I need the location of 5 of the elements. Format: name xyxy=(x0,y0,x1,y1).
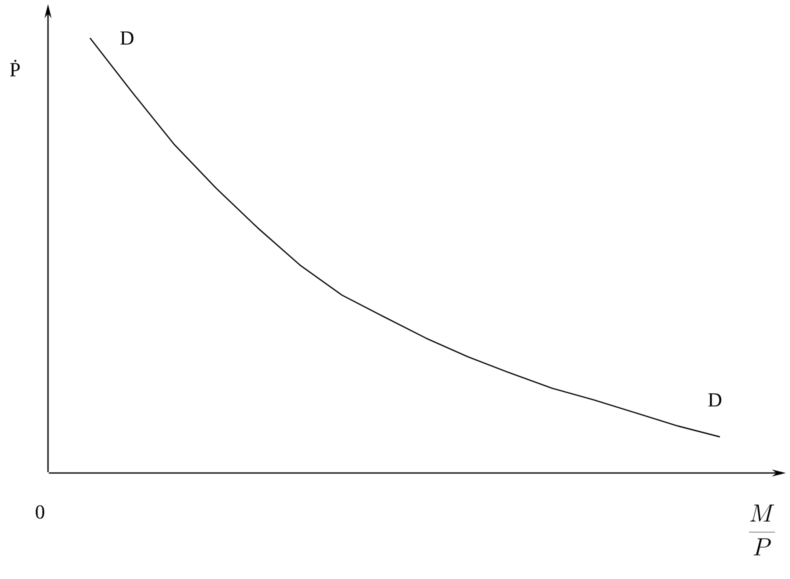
y-axis-title: Ṗ xyxy=(10,60,20,76)
text: 0 xyxy=(36,505,44,519)
annotation: D xyxy=(708,393,722,406)
x-axis-title: $\frac{M}{P}$ xyxy=(748,504,776,556)
annotation: D xyxy=(120,32,134,45)
